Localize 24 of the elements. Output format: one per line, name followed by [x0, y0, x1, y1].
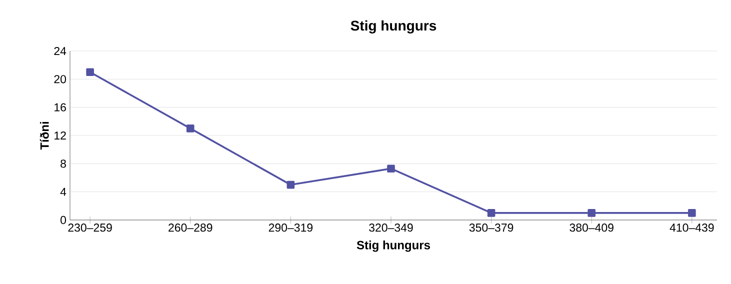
x-tick-label: 290–319	[268, 224, 313, 232]
y-tick-label: 24	[54, 46, 66, 56]
y-tick-label: 4	[60, 188, 66, 196]
y-tick-label: 16	[54, 103, 66, 112]
point	[86, 68, 94, 76]
point	[286, 180, 295, 189]
point	[487, 209, 496, 217]
y-tick-label: 20	[54, 75, 66, 84]
y-tick-label: 0	[60, 216, 66, 224]
x-tick-label: 260–289	[168, 224, 212, 232]
y-axis-title: Tíðni	[40, 122, 49, 150]
chart-title: Stig hungurs	[350, 20, 436, 34]
x-tick-label: 320–349	[369, 224, 413, 232]
y-tick-label: 8	[60, 160, 66, 168]
point	[688, 209, 696, 217]
point	[588, 209, 596, 217]
point	[186, 124, 194, 132]
y-tick-label: 12	[54, 131, 66, 140]
x-tick-label: 380–409	[570, 224, 614, 232]
x-tick-label: 230–259	[68, 224, 112, 232]
x-tick-label: 350–379	[469, 224, 514, 232]
point	[387, 164, 395, 172]
x-tick-label: 410–439	[670, 224, 714, 232]
x-axis-title: Stig hungurs	[356, 240, 430, 252]
